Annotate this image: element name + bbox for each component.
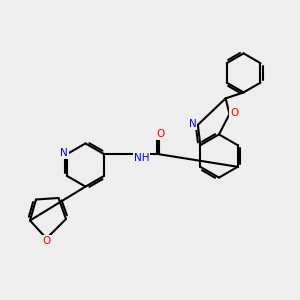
Text: O: O bbox=[42, 236, 51, 246]
Text: N: N bbox=[189, 119, 196, 129]
Text: N: N bbox=[60, 148, 68, 158]
Text: O: O bbox=[230, 108, 238, 118]
Text: O: O bbox=[157, 129, 165, 139]
Text: NH: NH bbox=[134, 153, 149, 163]
